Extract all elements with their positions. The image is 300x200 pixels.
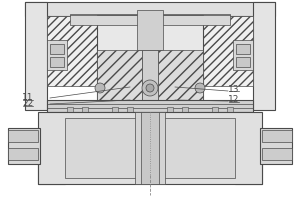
Bar <box>112 107 118 112</box>
Bar <box>203 16 253 86</box>
Polygon shape <box>235 158 262 184</box>
Bar <box>236 57 250 67</box>
Bar <box>25 2 275 16</box>
Text: 11: 11 <box>22 94 34 102</box>
Bar <box>253 2 275 110</box>
Circle shape <box>142 80 158 96</box>
Bar <box>227 107 233 112</box>
Bar <box>82 107 88 112</box>
Bar <box>70 15 230 25</box>
Bar <box>262 148 292 160</box>
Bar <box>47 40 67 70</box>
Bar <box>137 10 163 50</box>
Bar <box>47 100 253 112</box>
Bar <box>8 148 38 160</box>
Text: 12: 12 <box>228 96 240 104</box>
Bar <box>135 112 165 184</box>
Bar <box>38 112 262 184</box>
Bar <box>143 50 157 70</box>
Circle shape <box>146 84 154 92</box>
Bar <box>65 118 235 178</box>
Bar <box>142 50 158 105</box>
Bar <box>97 50 142 105</box>
Text: 22: 22 <box>22 99 34 108</box>
Circle shape <box>195 83 205 93</box>
Bar <box>50 57 64 67</box>
Bar <box>182 107 188 112</box>
Bar <box>167 107 173 112</box>
Text: 13: 13 <box>228 84 240 94</box>
Polygon shape <box>38 158 65 184</box>
Bar <box>67 107 73 112</box>
Bar <box>236 44 250 54</box>
Bar <box>127 107 133 112</box>
Bar <box>25 2 47 110</box>
Bar <box>233 40 253 70</box>
Bar <box>260 128 292 164</box>
Bar <box>50 44 64 54</box>
Bar <box>47 16 97 86</box>
Bar <box>141 112 159 184</box>
Bar <box>8 128 40 164</box>
Bar <box>158 50 203 105</box>
Bar <box>8 130 38 142</box>
Bar <box>70 14 230 20</box>
Bar <box>212 107 218 112</box>
Circle shape <box>95 83 105 93</box>
Bar <box>97 15 203 105</box>
Bar <box>262 130 292 142</box>
